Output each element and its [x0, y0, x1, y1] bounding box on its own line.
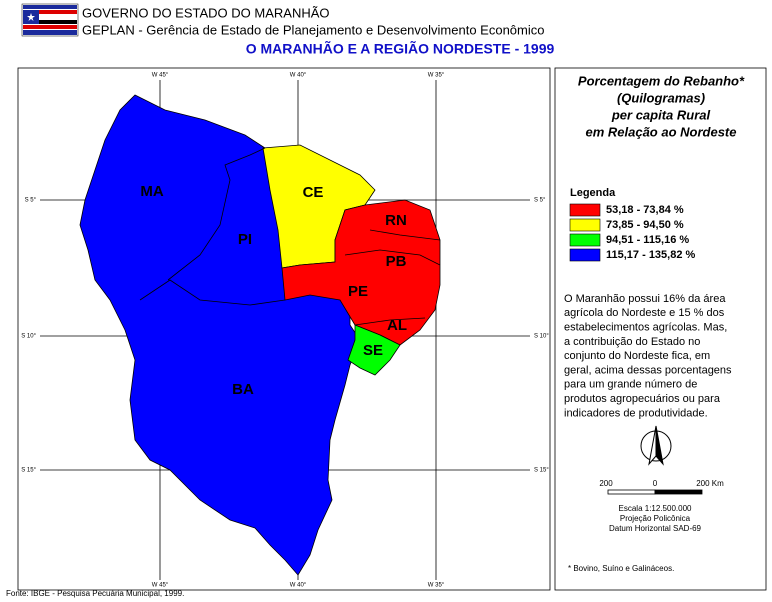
north-arrow: [640, 425, 672, 466]
state-label: PI: [238, 231, 252, 248]
scale-label: 200 Km: [696, 479, 724, 488]
legend-label: 53,18 - 73,84 %: [606, 204, 684, 216]
parallel-label: S 15°: [21, 468, 36, 474]
meridian-label: W 40°: [290, 583, 307, 589]
scale-note: Escala 1:12.500.000: [619, 504, 692, 513]
description: geral, acima dessas porcentagens: [564, 364, 732, 376]
description: conjunto do Nordeste fica, em: [564, 350, 710, 362]
meridian-label: W 40°: [290, 73, 307, 79]
legend-label: 73,85 - 94,50 %: [606, 219, 684, 231]
legend-swatch: [569, 203, 601, 217]
parallel-label: S 5°: [25, 198, 37, 204]
legend-label: 115,17 - 135,82 %: [606, 249, 696, 261]
state-label: PE: [348, 283, 368, 300]
scale-note: Projeção Policônica: [620, 514, 691, 523]
source: Fonte: IBGE - Pesquisa Pecuária Municipa…: [6, 589, 184, 598]
parallel-label: S 10°: [21, 334, 36, 340]
state-label: PB: [386, 253, 407, 270]
scale-note: Datum Horizontal SAD-69: [609, 524, 702, 533]
state-label: BA: [232, 381, 254, 398]
legend-swatch: [569, 248, 601, 262]
footnote: * Bovino, Suíno e Galináceos.: [568, 564, 674, 573]
meridian-label: W 45°: [152, 73, 169, 79]
state-label: CE: [303, 184, 324, 201]
description: estabelecimentos agrícolas. Mas,: [564, 322, 727, 334]
map-title: O MARANHÃO E A REGIÃO NORDESTE - 1999: [246, 40, 555, 57]
parallel-label: S 15°: [534, 468, 549, 474]
legend-title: Legenda: [570, 187, 616, 199]
meridian-label: W 35°: [428, 73, 445, 79]
panel-title: (Quilogramas): [617, 90, 705, 105]
legend-label: 94,51 - 115,16 %: [606, 234, 689, 246]
description: indicadores de produtividade.: [564, 407, 708, 419]
parallel-label: S 5°: [534, 198, 546, 204]
agency-name: GEPLAN - Gerência de Estado de Planejame…: [82, 22, 544, 37]
description: para um grande número de: [564, 379, 697, 391]
description: produtos agropecuários ou para: [564, 393, 721, 405]
state-label: SE: [363, 342, 383, 359]
state-label: AL: [387, 317, 407, 334]
logo: [21, 3, 79, 37]
panel-title: Porcentagem do Rebanho*: [578, 73, 745, 88]
map-frame: [17, 67, 551, 591]
legend-swatch: [569, 233, 601, 247]
states: [79, 94, 441, 576]
description: a contribuição do Estado no: [564, 336, 700, 348]
parallel-label: S 10°: [534, 334, 549, 340]
state-label: MA: [140, 183, 163, 200]
description: agrícola do Nordeste e 15 % dos: [564, 307, 725, 319]
government-name: GOVERNO DO ESTADO DO MARANHÃO: [82, 5, 330, 20]
legend-swatch: [569, 218, 601, 232]
meridian-label: W 35°: [428, 583, 445, 589]
scale-label: 0: [653, 479, 658, 488]
panel-frame: [554, 67, 767, 591]
state-label: RN: [385, 212, 407, 229]
description: O Maranhão possui 16% da área: [564, 293, 726, 305]
scale-bar: [607, 489, 703, 495]
meridian-label: W 45°: [152, 583, 169, 589]
panel-title: per capita Rural: [611, 107, 711, 122]
scale-label: 200: [599, 479, 613, 488]
panel-title: em Relação ao Nordeste: [585, 124, 736, 139]
